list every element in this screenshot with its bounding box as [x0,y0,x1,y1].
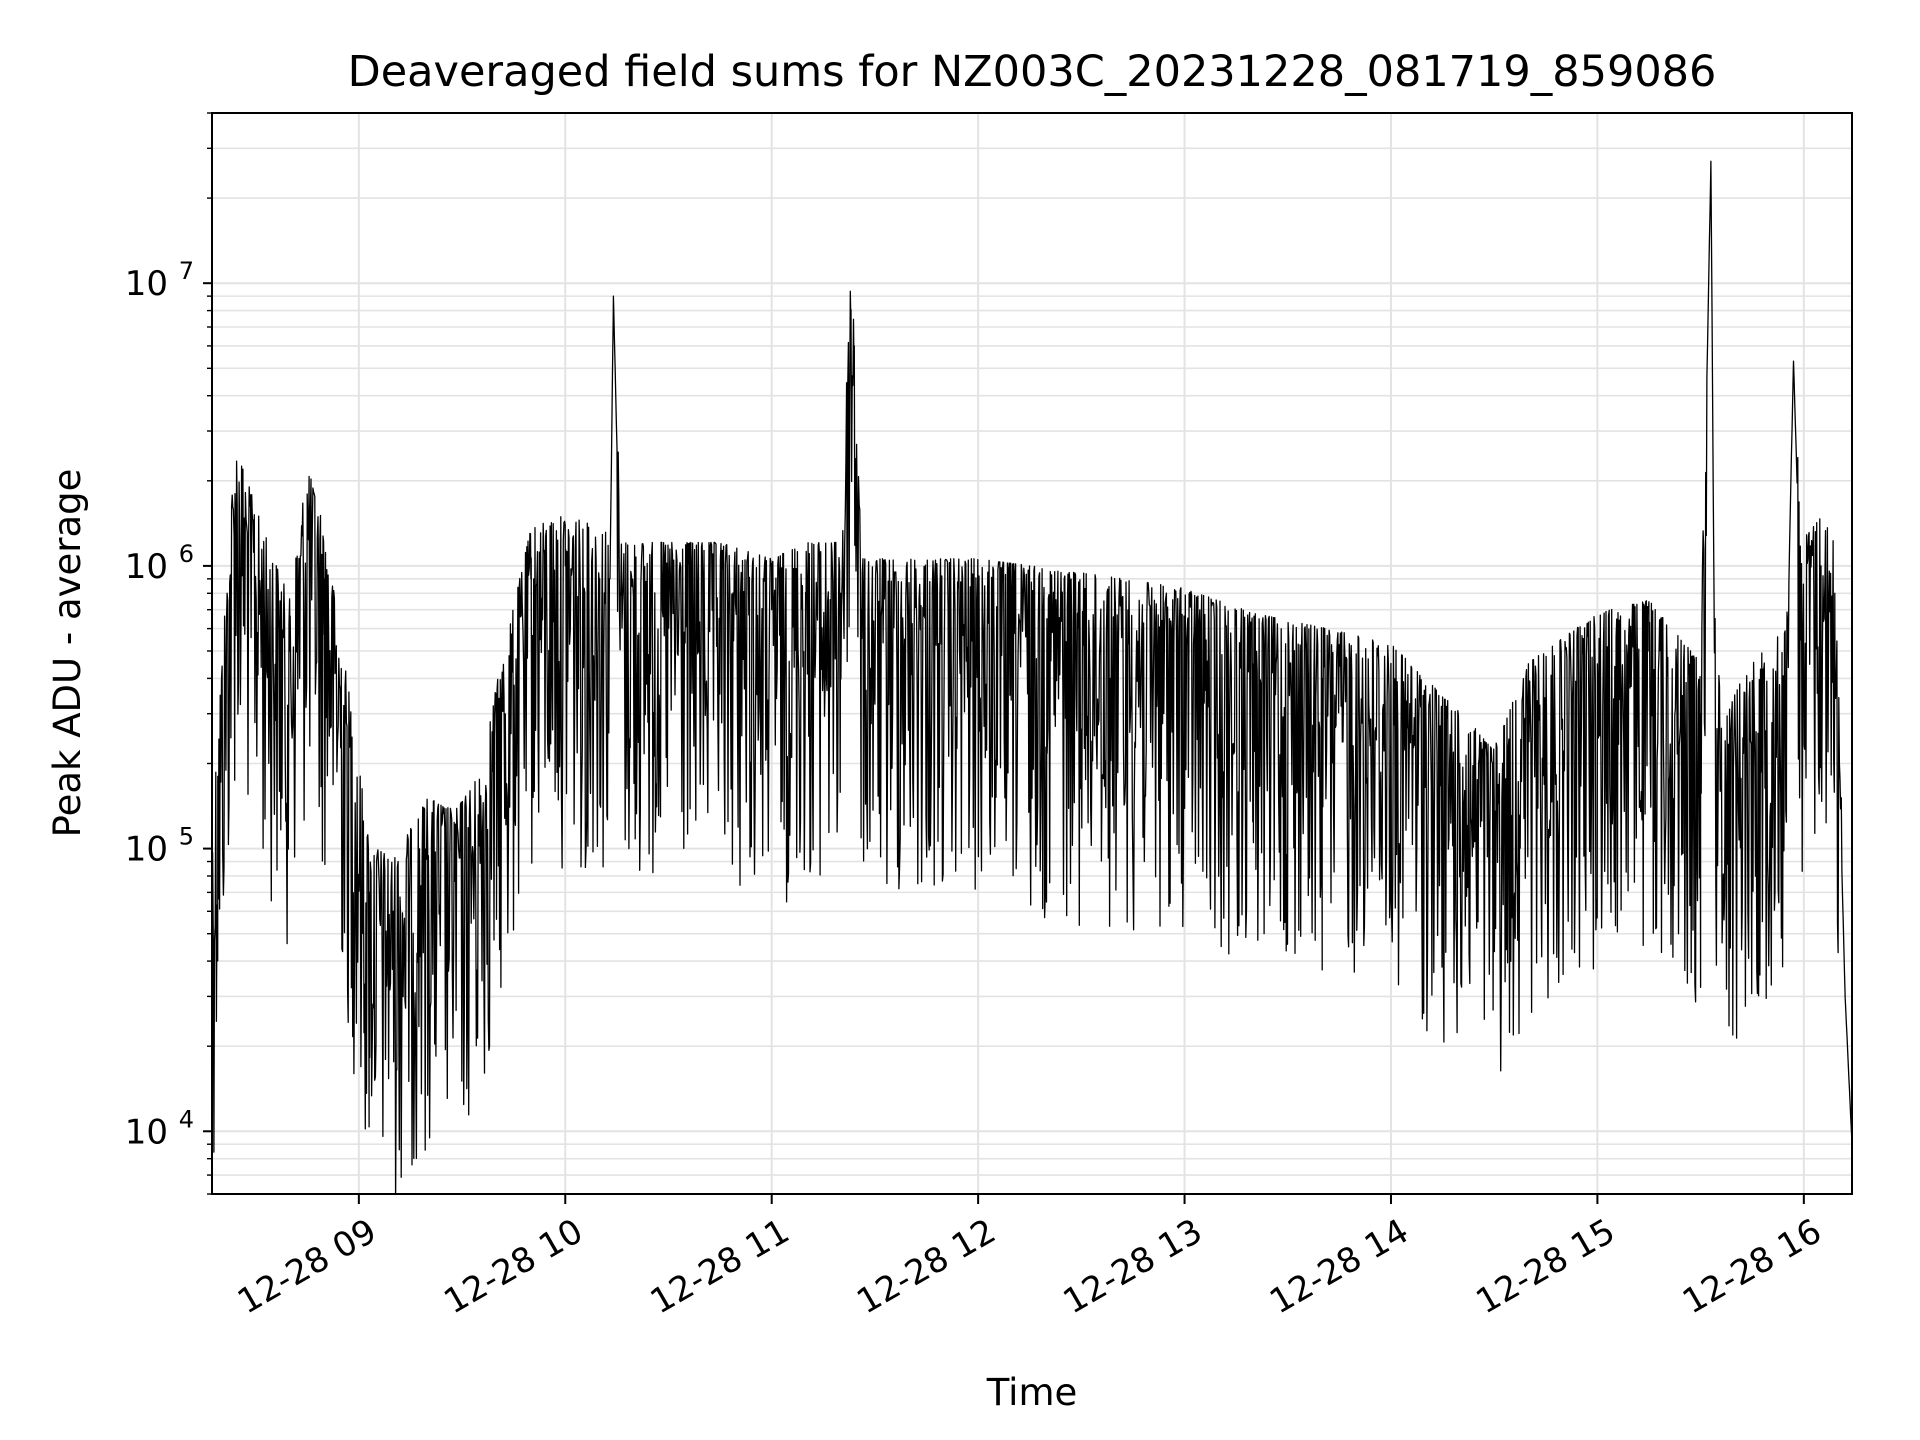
y-axis: 10 4 10 5 10 6 10 7 [125,112,212,1195]
x-axis-label: Time [986,1371,1078,1414]
y-axis-label: Peak ADU - average [46,469,89,838]
plot-frame [211,112,1853,1195]
y-tick-label: 10 [125,264,168,304]
y-tick-exponent: 4 [179,1105,194,1133]
y-tick-exponent: 5 [179,823,194,851]
y-tick-label: 10 [125,830,168,870]
chart-title: Deaveraged field sums for NZ003C_2023122… [348,47,1717,97]
y-tick-exponent: 7 [179,257,194,285]
plot-series-group [212,160,1852,1194]
y-tick-label: 10 [125,1112,168,1152]
series-line [212,160,1852,1194]
y-tick-label: 10 [125,547,168,587]
y-tick-exponent: 6 [179,540,194,568]
